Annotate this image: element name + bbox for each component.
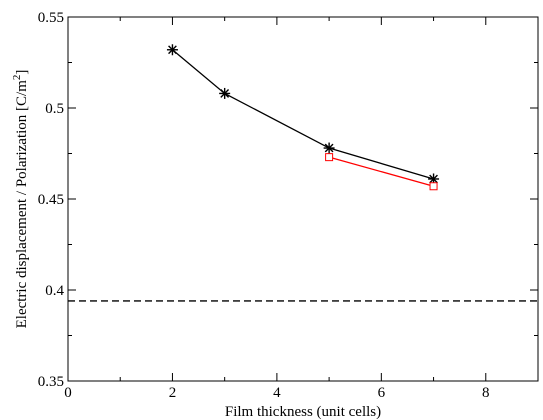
- data-point-square: [325, 153, 334, 162]
- y-axis-label-superscript: 2: [11, 75, 23, 81]
- data-point-asterisk: [166, 44, 178, 56]
- x-axis-label: Film thickness (unit cells): [225, 404, 381, 420]
- plot-frame: [67, 16, 539, 382]
- y-axis-label: Electric displacement / Polarization [C/…: [11, 70, 30, 329]
- x-tick-label: 4: [273, 385, 281, 401]
- y-axis-label-suffix: ]: [14, 70, 30, 75]
- y-tick-label: 0.55: [38, 10, 64, 26]
- series-markers: [166, 44, 440, 191]
- y-tick-label: 0.45: [38, 192, 64, 208]
- series-lines: [172, 49, 434, 187]
- series-line-2: [328, 156, 434, 187]
- data-point-asterisk: [323, 142, 335, 154]
- axis-ticks: 0 2 4 6 8 0.35 0.4 0.45 0.5 0.55: [38, 10, 538, 401]
- y-tick-label: 0.4: [45, 283, 64, 299]
- x-tick-label: 6: [378, 385, 386, 401]
- data-point-square: [429, 182, 438, 191]
- x-tick-label: 8: [482, 385, 490, 401]
- data-point-asterisk: [219, 87, 231, 99]
- x-tick-label: 2: [169, 385, 177, 401]
- y-tick-label: 0.35: [38, 374, 64, 390]
- y-tick-label: 0.5: [45, 101, 64, 117]
- y-axis-label-main: Electric displacement / Polarization [C/…: [14, 80, 30, 329]
- x-tick-label: 0: [64, 385, 72, 401]
- series-line-1: [172, 49, 434, 180]
